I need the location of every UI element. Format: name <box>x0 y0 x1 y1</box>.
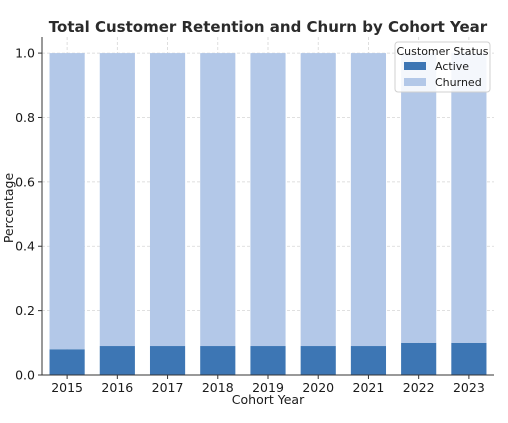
bar-active-2021 <box>350 346 387 375</box>
y-tick-label: 0.2 <box>15 303 35 318</box>
x-tick-label: 2018 <box>202 380 234 395</box>
y-tick-label: 0.4 <box>15 239 35 254</box>
x-tick-label: 2022 <box>403 380 435 395</box>
bar-churned-2015 <box>49 53 85 350</box>
bar-churned-2022 <box>401 53 437 343</box>
x-axis-label: Cohort Year <box>232 392 305 407</box>
bar-churned-2018 <box>200 53 236 347</box>
x-tick-label: 2017 <box>152 380 184 395</box>
legend-label-churned: Churned <box>435 76 482 89</box>
bar-churned-2021 <box>350 53 387 347</box>
bar-active-2015 <box>49 349 85 375</box>
x-tick-label: 2021 <box>353 380 385 395</box>
y-axis-label: Percentage <box>1 173 16 244</box>
legend-title: Customer Status <box>397 45 489 58</box>
legend-swatch-churned <box>404 78 426 86</box>
legend-swatch-active <box>404 62 426 70</box>
bar-active-2017 <box>149 346 186 375</box>
bar-churned-2016 <box>99 53 135 347</box>
bar-churned-2020 <box>300 53 336 347</box>
chart-title: Total Customer Retention and Churn by Co… <box>49 18 488 36</box>
x-tick-labels: 2015 2016 2017 2018 2019 2020 2021 2022 2023 <box>51 380 485 395</box>
bar-active-2020 <box>300 346 336 375</box>
y-tick-label: 0.6 <box>15 174 35 189</box>
legend-label-active: Active <box>435 60 469 73</box>
legend: Customer Status Active Churned <box>394 41 491 93</box>
y-tick-label: 0.0 <box>15 368 35 383</box>
y-tick-label: 0.8 <box>15 110 35 125</box>
bars <box>49 53 487 375</box>
bar-churned-2017 <box>149 53 186 347</box>
x-tick-label: 2023 <box>453 380 485 395</box>
bar-churned-2023 <box>451 53 487 343</box>
x-tick-label: 2016 <box>101 380 133 395</box>
x-tick-label: 2015 <box>51 380 83 395</box>
bar-active-2023 <box>451 342 487 375</box>
bar-churned-2019 <box>250 53 286 347</box>
x-tick-label: 2019 <box>252 380 284 395</box>
x-tick-label: 2020 <box>302 380 334 395</box>
bar-active-2022 <box>401 342 437 375</box>
axes <box>38 37 494 379</box>
bar-active-2018 <box>200 346 236 375</box>
bar-active-2016 <box>99 346 135 375</box>
y-tick-labels: 0.0 0.2 0.4 0.6 0.8 1.0 <box>15 46 35 383</box>
y-tick-label: 1.0 <box>15 46 35 61</box>
bar-active-2019 <box>250 346 286 375</box>
